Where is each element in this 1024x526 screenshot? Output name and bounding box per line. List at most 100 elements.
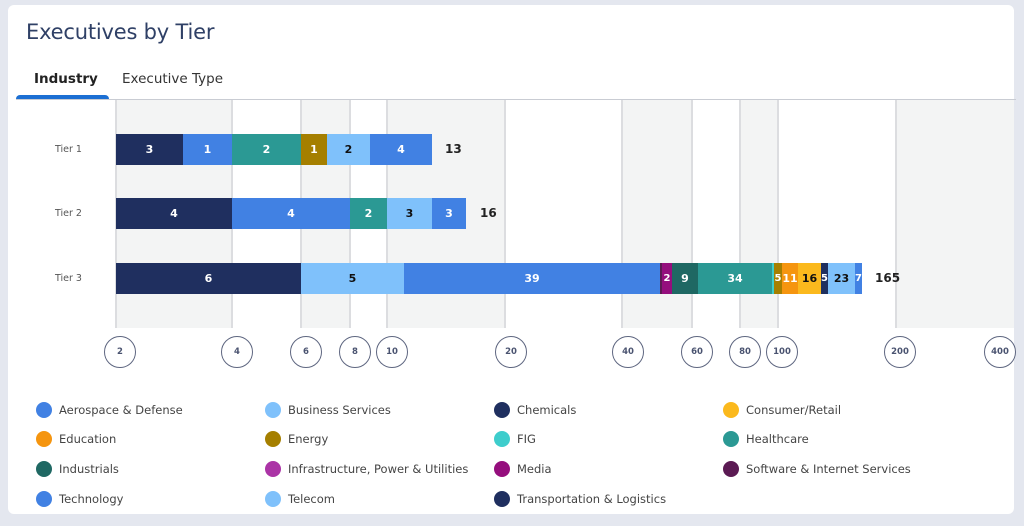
x-axis-tick: 100	[766, 336, 798, 368]
legend-label: Transportation & Logistics	[517, 492, 667, 506]
legend-dot-icon	[494, 461, 510, 477]
x-axis-tick: 40	[612, 336, 644, 368]
tier-label: Tier 2	[55, 208, 82, 219]
legend-item[interactable]: Consumer/Retail	[723, 402, 841, 418]
legend-item[interactable]: Media	[494, 461, 552, 477]
bar-segment[interactable]: 2	[327, 134, 370, 165]
bar-segment[interactable]	[772, 263, 774, 294]
bar-segment[interactable]: 16	[798, 263, 821, 294]
legend-item[interactable]: Aerospace & Defense	[36, 402, 183, 418]
bar-segment[interactable]: 9	[672, 263, 698, 294]
bar-segment[interactable]: 6	[116, 263, 301, 294]
x-axis-tick: 6	[290, 336, 322, 368]
tier-label: Tier 3	[55, 273, 82, 284]
bar-segment[interactable]: 5	[301, 263, 404, 294]
bar-segment[interactable]: 4	[116, 198, 232, 229]
legend-item[interactable]: Transportation & Logistics	[494, 491, 666, 507]
bar-segment[interactable]: 4	[232, 198, 350, 229]
x-axis-tick: 400	[984, 336, 1016, 368]
bar-segment[interactable]: 3	[432, 198, 466, 229]
legend-item[interactable]: Chemicals	[494, 402, 576, 418]
tab-executive-type[interactable]: Executive Type	[122, 71, 224, 87]
legend-dot-icon	[36, 402, 52, 418]
legend-dot-icon	[265, 431, 281, 447]
legend-label: Energy	[288, 432, 329, 446]
legend-dot-icon	[36, 461, 52, 477]
legend-label: Education	[59, 432, 117, 446]
legend-dot-icon	[36, 431, 52, 447]
bar-segment[interactable]: 7	[855, 263, 862, 294]
bar-segment[interactable]: 11	[782, 263, 798, 294]
legend-item[interactable]: Technology	[36, 491, 123, 507]
x-axis-tick: 2	[104, 336, 136, 368]
bar-segment[interactable]: 1	[183, 134, 232, 165]
legend-item[interactable]: Industrials	[36, 461, 119, 477]
x-axis-tick: 80	[729, 336, 761, 368]
legend-label: Technology	[59, 492, 124, 506]
x-axis-tick: 10	[376, 336, 408, 368]
legend-item[interactable]: Infrastructure, Power & Utilities	[265, 461, 468, 477]
bar-total-label: 16	[480, 206, 497, 220]
grid-line	[895, 100, 897, 328]
bar-segment[interactable]: 4	[370, 134, 432, 165]
grid-line	[691, 100, 693, 328]
bar-segment[interactable]: 2	[232, 134, 301, 165]
bar-segment[interactable]: 2	[662, 263, 672, 294]
legend-label: Software & Internet Services	[746, 462, 911, 476]
bar-total-label: 13	[445, 142, 462, 156]
legend-item[interactable]: Business Services	[265, 402, 391, 418]
legend-dot-icon	[723, 431, 739, 447]
x-axis-tick: 4	[221, 336, 253, 368]
legend-item[interactable]: Healthcare	[723, 431, 809, 447]
tab-industry[interactable]: Industry	[34, 71, 98, 87]
x-axis-tick: 60	[681, 336, 713, 368]
bar-segment[interactable]: 2	[350, 198, 387, 229]
x-axis-tick: 200	[884, 336, 916, 368]
tier-label: Tier 1	[55, 144, 82, 155]
legend-dot-icon	[36, 491, 52, 507]
legend-label: Aerospace & Defense	[59, 403, 183, 417]
legend-dot-icon	[723, 461, 739, 477]
legend-label: Healthcare	[746, 432, 809, 446]
legend-item[interactable]: FIG	[494, 431, 536, 447]
active-tab-indicator	[16, 95, 109, 100]
legend-dot-icon	[265, 402, 281, 418]
legend-dot-icon	[723, 402, 739, 418]
legend-item[interactable]: Education	[36, 431, 116, 447]
x-axis-tick: 20	[495, 336, 527, 368]
x-axis-tick: 8	[339, 336, 371, 368]
bar-segment[interactable]: 1	[301, 134, 327, 165]
legend-label: FIG	[517, 432, 536, 446]
grid-line	[504, 100, 506, 328]
bar-segment[interactable]: 3	[387, 198, 432, 229]
bar-segment[interactable]	[660, 263, 662, 294]
bar-segment[interactable]: 23	[828, 263, 855, 294]
legend-item[interactable]: Energy	[265, 431, 328, 447]
legend-label: Chemicals	[517, 403, 577, 417]
legend-item[interactable]: Telecom	[265, 491, 335, 507]
bar-segment[interactable]: 5	[774, 263, 782, 294]
grid-line	[739, 100, 741, 328]
legend-dot-icon	[265, 491, 281, 507]
tab-divider	[16, 99, 1016, 100]
grid-line	[777, 100, 779, 328]
page-title: Executives by Tier	[26, 20, 215, 44]
legend-dot-icon	[494, 431, 510, 447]
legend-dot-icon	[494, 491, 510, 507]
bar-segment[interactable]: 3	[116, 134, 183, 165]
grid-line	[621, 100, 623, 328]
legend-label: Infrastructure, Power & Utilities	[288, 462, 469, 476]
legend-label: Media	[517, 462, 552, 476]
legend-label: Consumer/Retail	[746, 403, 842, 417]
bar-segment[interactable]: 39	[404, 263, 660, 294]
legend-label: Industrials	[59, 462, 119, 476]
legend-label: Business Services	[288, 403, 391, 417]
legend-label: Telecom	[288, 492, 335, 506]
grid-band	[896, 100, 1014, 328]
legend-dot-icon	[494, 402, 510, 418]
legend-dot-icon	[265, 461, 281, 477]
bar-total-label: 165	[875, 271, 901, 285]
bar-segment[interactable]: 5	[821, 263, 828, 294]
legend-item[interactable]: Software & Internet Services	[723, 461, 911, 477]
bar-segment[interactable]: 34	[698, 263, 772, 294]
